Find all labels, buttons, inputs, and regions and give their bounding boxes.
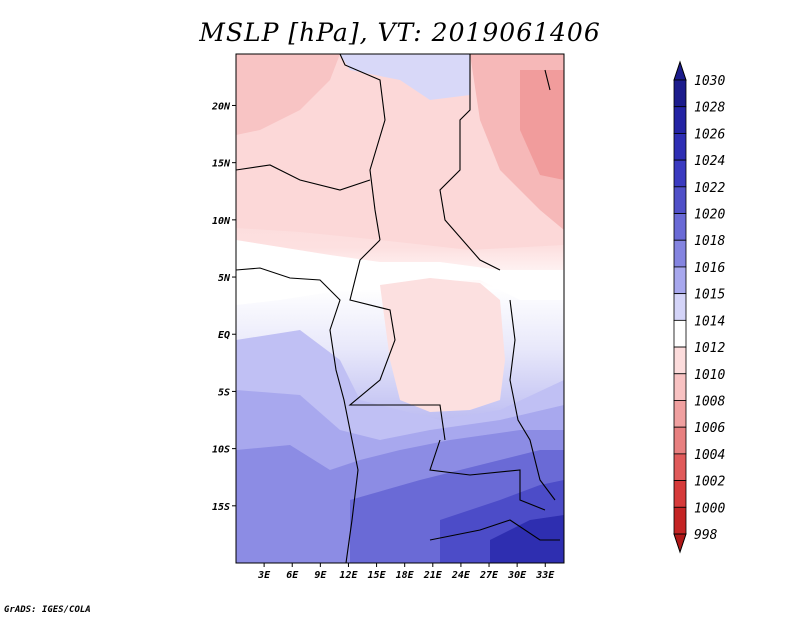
- field-1012-center: [380, 278, 505, 412]
- colorbar-swatch: [673, 319, 687, 348]
- lon-tick-label: 12E: [339, 570, 358, 581]
- field-1026-south: [490, 515, 564, 563]
- lat-tick-label: 15S: [212, 502, 230, 513]
- colorbar-label: 1015: [694, 288, 725, 303]
- colorbar-swatch: [673, 186, 687, 214]
- lon-tick-label: 24E: [451, 570, 471, 581]
- pressure-field: [236, 54, 564, 563]
- lon-axis: 3E 6E 9E 12E 15E 18E 21E 24E 27E 30E 33E: [257, 563, 555, 581]
- colorbar-swatch: [673, 373, 687, 401]
- colorbar-label: 1018: [694, 234, 725, 249]
- colorbar-label: 1014: [694, 314, 725, 329]
- colorbar-swatch: [673, 79, 687, 108]
- colorbar-swatch: [673, 426, 687, 455]
- colorbar-swatch: [673, 346, 687, 375]
- lat-tick-label: 5S: [218, 387, 230, 398]
- colorbar-label: 1020: [694, 208, 725, 223]
- chart-title: MSLP [hPa], VT: 2019061406: [199, 18, 601, 47]
- lat-tick-label: 10S: [212, 445, 230, 456]
- colorbar-label: 1030: [694, 74, 725, 89]
- colorbar-label: 1000: [694, 501, 725, 516]
- colorbar-label: 1024: [694, 154, 725, 169]
- colorbar-swatch: [673, 133, 687, 161]
- lon-tick-label: 9E: [314, 570, 327, 581]
- colorbar-swatch: [673, 506, 687, 535]
- lat-tick-label: 20N: [211, 101, 231, 112]
- colorbar-label: 1008: [694, 394, 725, 409]
- colorbar-label: 1026: [694, 127, 725, 142]
- colorbar-label: 998: [694, 528, 718, 543]
- lon-tick-label: 6E: [286, 570, 299, 581]
- borders: [236, 54, 560, 563]
- lon-tick-label: 15E: [368, 570, 387, 581]
- field-1010-nw: [236, 54, 340, 135]
- map-frame: [235, 53, 565, 564]
- colorbar-label: 1028: [694, 101, 725, 116]
- colorbar-swatch: [673, 239, 687, 268]
- colorbar-swatch: [673, 453, 687, 481]
- colorbar-cap-top: [673, 60, 687, 81]
- lon-tick-label: 30E: [507, 570, 527, 581]
- lat-axis: 20N 15N 10N 5N EQ 5S 10S 15S: [211, 101, 236, 513]
- lon-tick-label: 21E: [423, 570, 443, 581]
- colorbar-label: 1004: [694, 448, 725, 463]
- lat-tick-label: 15N: [212, 159, 231, 170]
- lon-tick-label: 27E: [479, 570, 499, 581]
- lat-tick-label: 5N: [218, 273, 231, 284]
- lon-tick-label: 18E: [396, 570, 415, 581]
- field-1015-north: [340, 54, 470, 100]
- field-1008-ne: [520, 70, 564, 180]
- lat-tick-label: 10N: [212, 216, 231, 227]
- field-1014-band: [236, 240, 564, 305]
- grads-credit: GrADS: IGES/COLA: [4, 605, 91, 615]
- lon-tick-label: 33E: [535, 570, 555, 581]
- colorbar-swatch: [673, 480, 687, 508]
- lat-tick-label: EQ: [218, 330, 230, 341]
- colorbar-swatch: [673, 293, 687, 321]
- colorbar-label: 1010: [694, 368, 725, 383]
- colorbar-swatch: [673, 106, 687, 134]
- colorbar-swatch: [673, 400, 687, 428]
- colorbar-swatch: [673, 213, 687, 241]
- colorbar-label: 1016: [694, 261, 725, 276]
- colorbar-label: 1002: [694, 475, 725, 490]
- colorbar-label: 1012: [694, 341, 725, 356]
- colorbar: 1030 1028 1026 1024 1022 1020 1018 1016 1015 1014…: [673, 60, 725, 554]
- lon-tick-label: 3E: [257, 570, 271, 581]
- colorbar-label: 1006: [694, 421, 725, 436]
- colorbar-swatch: [673, 159, 687, 188]
- colorbar-cap-bottom: [673, 533, 687, 554]
- colorbar-label: 1022: [694, 181, 725, 196]
- colorbar-swatch: [673, 266, 687, 295]
